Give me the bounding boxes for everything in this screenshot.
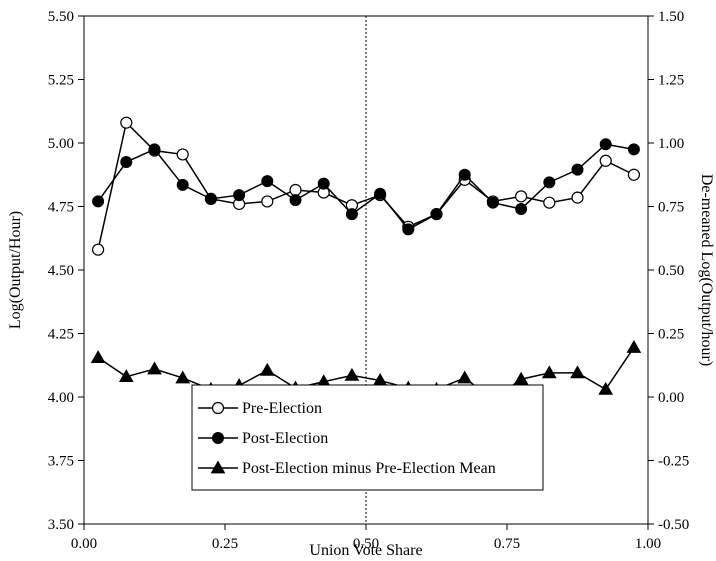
x-tick-label: 0.50 bbox=[353, 536, 379, 552]
data-point bbox=[543, 176, 556, 189]
data-point bbox=[147, 361, 162, 375]
x-tick-label: 0.75 bbox=[494, 536, 520, 552]
x-tick-label: 0.25 bbox=[212, 536, 238, 552]
y-axis-label-left: Log(Output/Hour) bbox=[7, 211, 24, 329]
data-point bbox=[344, 367, 360, 381]
data-point bbox=[598, 381, 614, 395]
series-post-election bbox=[92, 138, 640, 236]
legend-label: Post-Election bbox=[242, 430, 328, 447]
legend-entry: Pre-Election bbox=[198, 400, 322, 417]
y-tick-label-right: 1.25 bbox=[658, 73, 684, 89]
y-tick-label-left: 4.50 bbox=[48, 263, 74, 279]
y-tick-label-right: -0.25 bbox=[658, 454, 689, 470]
data-point bbox=[289, 183, 302, 197]
y-tick-label-left: 5.50 bbox=[48, 9, 74, 25]
legend-box bbox=[191, 384, 544, 491]
data-point bbox=[148, 143, 161, 156]
y-axis-label-right: De-meaned Log(Output/hour) bbox=[698, 174, 715, 366]
data-point bbox=[118, 369, 134, 383]
data-point bbox=[176, 148, 189, 161]
y-tick-label-right: 0.25 bbox=[658, 327, 684, 343]
data-point bbox=[599, 154, 612, 167]
data-point bbox=[515, 203, 528, 216]
data-point bbox=[457, 370, 473, 384]
data-point bbox=[571, 191, 584, 204]
legend-label: Pre-Election bbox=[242, 400, 322, 417]
data-point bbox=[627, 168, 641, 181]
data-point bbox=[599, 138, 612, 151]
data-point bbox=[571, 163, 584, 176]
legend: Pre-Election Post-Election Post-Election m… bbox=[191, 384, 544, 491]
legend-label: Post-Election minus Pre-Election Mean bbox=[242, 460, 496, 477]
legend-entry: Post-Election bbox=[198, 430, 328, 447]
legend-marker bbox=[210, 460, 226, 474]
data-point bbox=[261, 195, 274, 208]
legend-entry: Post-Election minus Pre-Election Mean bbox=[198, 460, 496, 477]
x-tick-label: 1.00 bbox=[635, 536, 661, 552]
data-point bbox=[289, 194, 302, 207]
y-tick-label-right: 0.75 bbox=[658, 200, 684, 216]
data-point bbox=[120, 156, 133, 169]
data-point bbox=[570, 365, 585, 379]
data-point bbox=[486, 196, 499, 209]
ticks: 3.50 3.75 4.00 4.25 4.50 4.75 5.00 5.25 5.50 -0.5… bbox=[48, 9, 690, 552]
data-point bbox=[91, 243, 105, 256]
y-tick-label-right: 0.00 bbox=[658, 390, 684, 406]
data-point bbox=[513, 371, 529, 385]
x-axis-label: Union Vote Share bbox=[309, 542, 422, 559]
y-tick-label-right: 1.00 bbox=[658, 136, 684, 152]
data-point bbox=[317, 177, 330, 190]
data-point bbox=[458, 168, 471, 181]
legend-marker bbox=[211, 401, 225, 415]
data-point bbox=[261, 175, 274, 188]
data-point bbox=[259, 362, 275, 376]
x-tick-label: 0.00 bbox=[71, 536, 97, 552]
data-point bbox=[90, 350, 106, 364]
y-tick-label-left: 5.00 bbox=[48, 136, 74, 152]
y-tick-label-right: -0.50 bbox=[658, 517, 689, 533]
y-tick-label-right: 1.50 bbox=[658, 9, 684, 25]
y-tick-label-left: 4.75 bbox=[48, 200, 74, 216]
y-tick-label-right: 0.50 bbox=[658, 263, 684, 279]
data-point bbox=[176, 178, 189, 191]
legend-marker bbox=[212, 432, 224, 444]
data-point bbox=[345, 208, 358, 221]
y-tick-label-left: 4.25 bbox=[48, 327, 74, 343]
data-point bbox=[514, 190, 528, 203]
data-point bbox=[402, 223, 415, 236]
y-tick-label-left: 5.25 bbox=[48, 73, 74, 89]
data-point bbox=[204, 192, 217, 205]
y-tick-label-left: 3.50 bbox=[48, 517, 74, 533]
data-point bbox=[92, 195, 105, 208]
data-point bbox=[430, 208, 443, 221]
data-point bbox=[374, 187, 387, 200]
data-point bbox=[233, 189, 246, 202]
data-point bbox=[543, 196, 556, 209]
y-tick-label-left: 3.75 bbox=[48, 454, 74, 470]
y-tick-label-left: 4.00 bbox=[48, 390, 74, 406]
data-point bbox=[541, 365, 557, 379]
data-point bbox=[627, 143, 640, 156]
data-point bbox=[120, 116, 133, 129]
data-point bbox=[175, 370, 191, 384]
data-point bbox=[626, 339, 642, 353]
